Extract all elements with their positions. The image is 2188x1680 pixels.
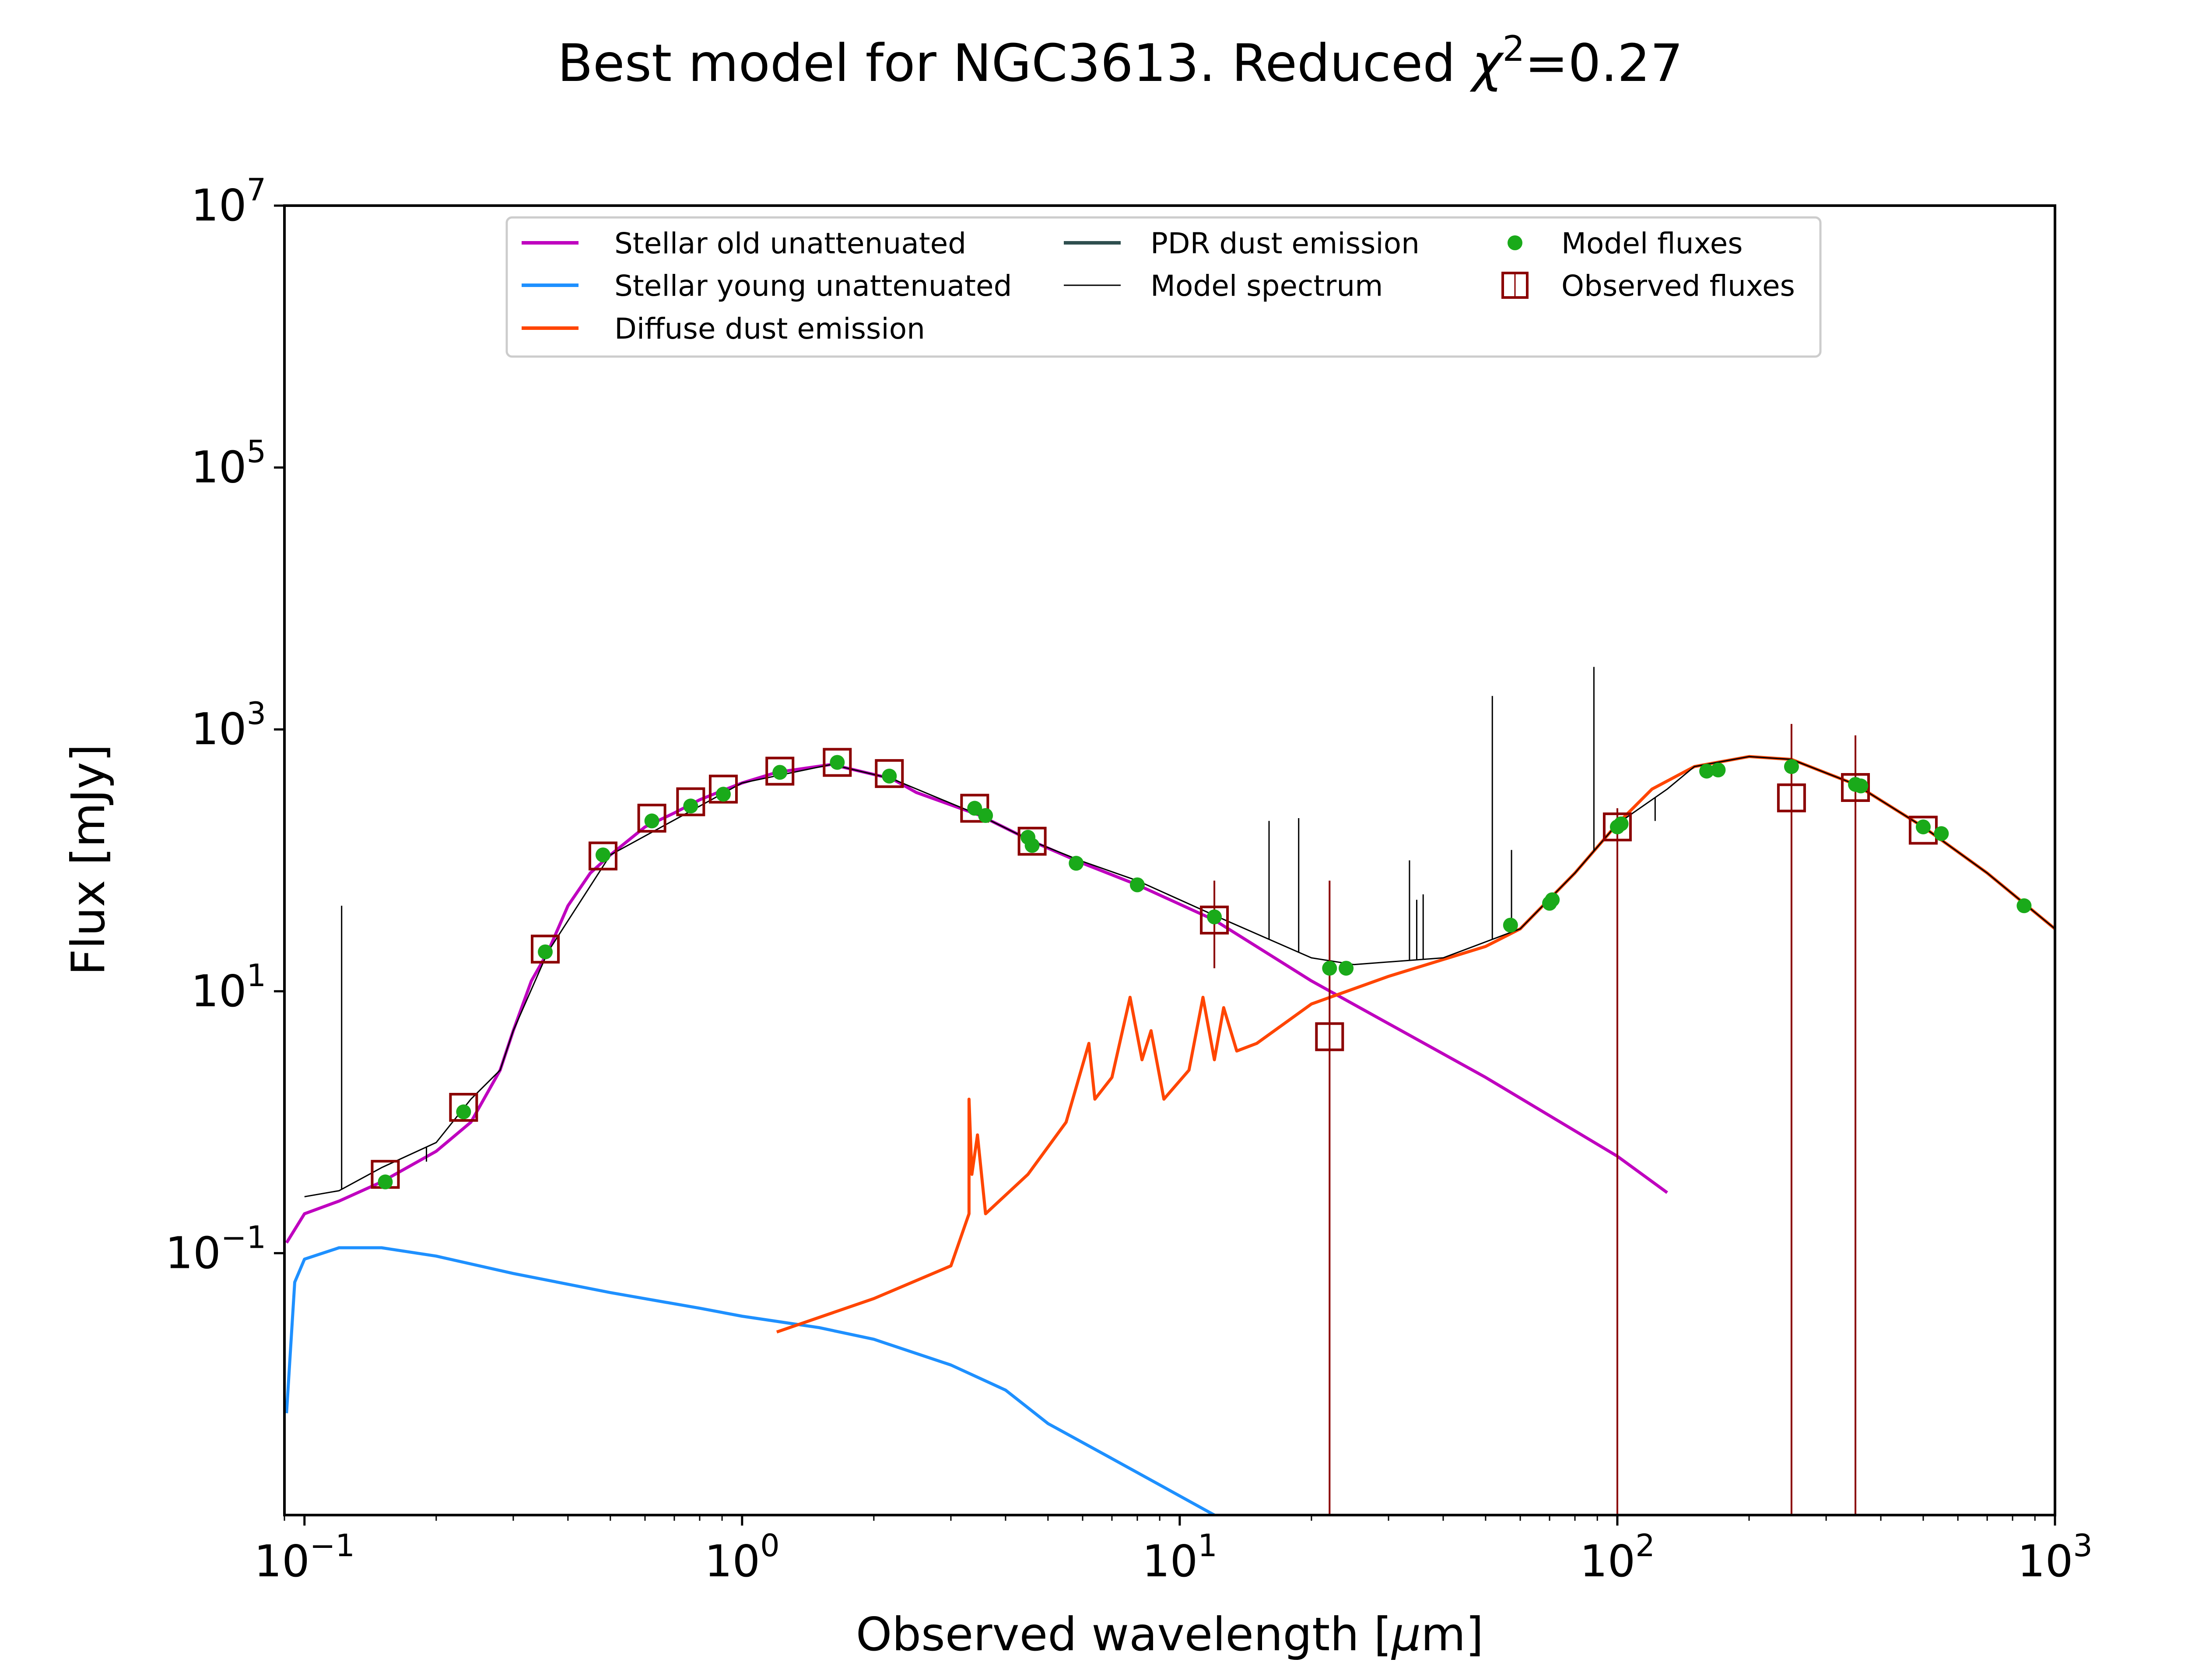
model-flux-17 [1322,961,1337,976]
model-flux-11 [978,808,993,823]
model-flux-31 [2016,898,2032,914]
model-flux-1 [456,1104,471,1120]
observed-flux-2 [531,934,560,964]
model-flux-9 [882,768,897,784]
model-flux-18 [1339,961,1354,976]
x-tick-label-2: 101 [1142,1528,1217,1587]
series-line-3 [304,756,2055,1197]
model-flux-23 [1613,816,1629,832]
y-tick-label-3: 105 [191,434,266,493]
observed-flux-3 [588,841,617,871]
y-tick-label-0: 10−1 [165,1219,266,1278]
series-line-2 [776,755,2055,1334]
legend-label-6: Observed fluxes [1561,269,1795,303]
model-flux-29 [1915,819,1931,835]
chart-title-value: =0.27 [1525,33,1683,93]
model-flux-28 [1853,778,1869,794]
legend-label-4: Model spectrum [1150,269,1383,303]
model-flux-4 [644,813,659,829]
observed-flux-13 [1315,1022,1344,1051]
model-flux-8 [830,755,845,770]
observed-flux-6 [708,774,738,804]
series-line-0 [285,763,1668,1244]
model-flux-21 [1545,892,1560,907]
x-tick-label-1: 100 [705,1528,780,1587]
model-flux-14 [1069,856,1084,871]
tick-layer: 10−1 100 101 102 103 10−1 101 103 105 107 [165,172,2093,1587]
y-tick-label-4: 107 [191,172,266,231]
chart-title-main: Best model for NGC3613. Reduced [558,33,1472,93]
model-flux-3 [595,847,610,863]
y-axis-label: Flux [mJy] [62,744,115,976]
x-tick-label-4: 103 [2017,1528,2093,1587]
y-tick-label-1: 101 [191,958,266,1017]
model-flux-16 [1207,909,1222,924]
model-flux-25 [1711,762,1726,777]
x-tick-label-3: 102 [1580,1528,1655,1587]
chart-title-chi: χ [1469,33,1504,93]
model-flux-6 [715,787,731,802]
plot-area [285,667,2055,1515]
observed-flux-11 [1017,826,1047,856]
observed-flux-10 [960,794,989,823]
model-flux-19 [1503,917,1518,933]
legend: Stellar old unattenuated Stellar young un… [505,216,1822,358]
model-flux-30 [1934,826,1949,841]
observed-flux-1 [449,1092,478,1122]
model-flux-24 [1699,763,1715,779]
observed-flux-7 [765,756,795,786]
observed-flux-12 [1200,905,1229,934]
observed-flux-9 [875,759,904,788]
legend-label-0: Stellar old unattenuated [614,227,966,260]
legend-label-3: PDR dust emission [1150,227,1420,260]
observed-flux-5 [676,787,705,816]
observed-flux-4 [637,804,666,833]
marker-layer [371,724,2032,1515]
model-flux-7 [772,765,788,780]
observed-flux-8 [823,748,852,777]
model-flux-13 [1024,838,1040,853]
chart-title: Best model for NGC3613. Reduced χ2=0.27 [558,28,1683,93]
model-flux-10 [967,801,982,816]
legend-swatch-5 [1508,235,1522,250]
legend-label-2: Diffuse dust emission [614,312,925,346]
legend-label-1: Stellar young unattenuated [614,269,1012,303]
model-flux-5 [683,798,698,814]
x-tick-label-0: 10−1 [254,1528,355,1587]
x-axis-label-end: m] [1421,1608,1483,1661]
legend-label-5: Model fluxes [1561,227,1743,260]
chart-title-sup: 2 [1503,28,1525,69]
model-flux-15 [1129,877,1145,892]
x-axis-label-mu: μ [1391,1608,1421,1661]
observed-flux-15 [1777,783,1806,812]
legend-frame [505,216,1822,358]
series-line-1 [285,1246,1215,1515]
observed-flux-16 [1841,773,1870,802]
x-axis-label-main: Observed wavelength [ [856,1608,1392,1661]
y-tick-label-2: 103 [191,696,266,755]
x-axis-label: Observed wavelength [μm] [856,1608,1484,1661]
model-flux-0 [378,1174,393,1190]
observed-flux-14 [1602,812,1632,842]
plot-frame [283,204,2056,1516]
model-flux-26 [1784,759,1799,774]
model-flux-2 [538,944,553,959]
